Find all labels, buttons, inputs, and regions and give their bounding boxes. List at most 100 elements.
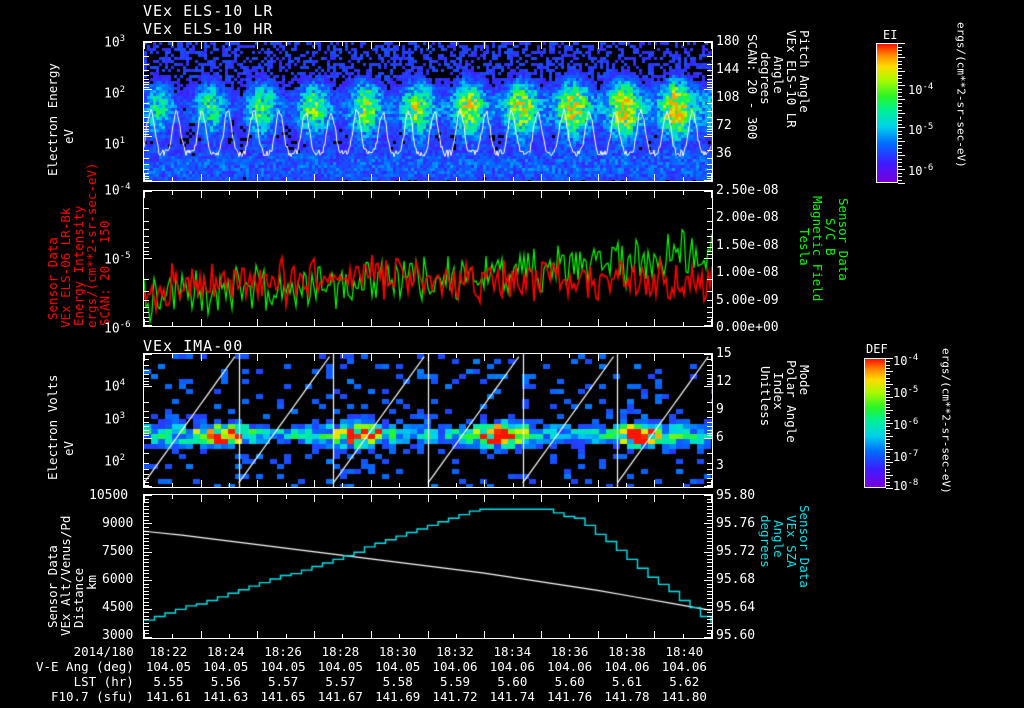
panel1-ytick2-144: 144	[716, 62, 740, 77]
panel1-right-label-sensor: VEx ELS-10 LR	[784, 30, 800, 128]
panel3-y-axis-units: eV	[61, 440, 76, 456]
panel2-ytick-1e-5: 10-5	[104, 251, 131, 268]
row-lst-cell: 5.61	[611, 674, 642, 689]
row-time-label: 2014/180	[73, 644, 134, 659]
panel1-ytick2-72: 72	[716, 118, 732, 133]
panel3-right-label-unitless: Unitless	[758, 366, 774, 427]
panel2-energy-intensity-magnetic-field[interactable]	[143, 190, 713, 327]
panel4-left-label-distance: Distance	[71, 567, 86, 628]
row-time-cell: 18:38	[608, 644, 646, 659]
panel3-ytick2-6: 6	[716, 430, 724, 445]
panel1-title-line2: VEx ELS-10 HR	[143, 20, 274, 38]
row-ve-angle-cell: 104.06	[432, 659, 478, 674]
row-f107-cell: 141.63	[203, 689, 249, 704]
panel1-ytick2-108: 108	[716, 90, 740, 105]
colorbar1-tick-1e-5: 10-5	[908, 122, 934, 137]
row-ve-angle-cell: 104.05	[203, 659, 249, 674]
row-lst-cell: 5.57	[268, 674, 299, 689]
colorbar2-differential-energy-flux[interactable]	[864, 358, 886, 488]
colorbar1-tick-1e-4: 10-4	[908, 82, 934, 97]
bottom-axis-values-table: 2014/180 18:22 18:24 18:26 18:28 18:30 18:32 18…	[0, 644, 713, 704]
row-f107-cell: 141.69	[375, 689, 421, 704]
panel4-right-label-sza: VEx SZA	[784, 515, 800, 568]
row-ve-angle-cell: 104.05	[317, 659, 363, 674]
panel1-ytick2-180: 180	[716, 34, 740, 49]
panel4-altitude-sza[interactable]	[143, 494, 713, 639]
colorbar2-tick-1e-5: 10-5	[893, 385, 919, 400]
panel1-right-label-pitch-angle: Pitch Angle	[797, 30, 813, 113]
panel4-right-label-degrees: degrees	[758, 515, 774, 568]
row-time-cell: 18:32	[436, 644, 474, 659]
panel3-ytick2-3: 3	[716, 458, 724, 473]
panel1-ytick2-36: 36	[716, 146, 732, 161]
panel4-ytick2-9580: 95.80	[716, 488, 756, 503]
row-time-cell: 18:24	[206, 644, 245, 659]
panel4-ytick2-9560: 95.60	[716, 628, 756, 643]
panel1-ytick-100: 102	[104, 85, 126, 102]
row-lst: LST (hr) 5.55 5.56 5.57 5.57 5.58 5.59 5.60 5.60…	[0, 674, 713, 689]
panel3-right-label-index: Index	[771, 372, 787, 410]
row-f107-cell: 141.78	[604, 689, 650, 704]
panel2-ytick2-0: 2.50e-08	[716, 183, 779, 198]
row-lst-cell: 5.55	[153, 674, 184, 689]
panel3-title: VEx IMA-00	[143, 337, 244, 355]
panel3-ytick-1e2: 102	[104, 453, 126, 470]
row-lst-cell: 5.59	[439, 674, 471, 689]
row-ve-angle-cell: 104.06	[604, 659, 650, 674]
panel3-right-label-mode: Mode	[797, 365, 813, 396]
panel2-ytick-1e-6: 10-6	[104, 320, 131, 337]
row-f107-cell: 141.61	[145, 689, 192, 704]
panel3-ytick-1e4: 104	[104, 378, 126, 395]
panel1-title-line1: VEx ELS-10 LR	[143, 2, 274, 20]
panel3-ytick2-12: 12	[716, 374, 732, 389]
row-time-cell: 18:40	[665, 644, 704, 659]
row-time-cell: 18:26	[264, 644, 302, 659]
colorbar2-tick-1e-6: 10-6	[893, 417, 919, 432]
colorbar2-tick-1e-7: 10-7	[893, 449, 919, 464]
row-f107-cell: 141.76	[547, 689, 593, 704]
panel2-ytick2-1: 2.00e-08	[716, 210, 779, 225]
panel2-ytick2-4: 5.00e-09	[716, 293, 779, 308]
row-time-cell: 18:22	[149, 644, 188, 659]
panel2-ytick2-5: 0.00e+00	[716, 320, 779, 335]
panel4-ytick-4500: 4500	[102, 600, 134, 615]
panel4-right-label-angle: Angle	[771, 520, 787, 558]
panel2-ytick2-3: 1.00e-08	[716, 265, 779, 280]
row-ve-angle: V-E Ang (deg) 104.05 104.05 104.05 104.05 104…	[0, 659, 713, 674]
row-time: 2014/180 18:22 18:24 18:26 18:28 18:30 18:32 18…	[0, 644, 713, 659]
row-ve-angle-cell: 104.06	[489, 659, 535, 674]
colorbar2-tick-1e-4: 10-4	[893, 353, 919, 368]
panel1-electron-energy-spectrogram[interactable]	[143, 41, 713, 182]
row-time-cell: 18:36	[550, 644, 589, 659]
panel3-y-axis-label: Electron Volts	[45, 374, 60, 480]
panel3-right-label-polar-angle: Polar Angle	[784, 360, 800, 443]
row-f107-label: F10.7 (sfu)	[50, 689, 134, 704]
colorbar1-name: EI	[883, 28, 898, 42]
row-ve-angle-cell: 104.06	[661, 659, 707, 674]
row-f107-cell: 141.80	[661, 689, 707, 704]
colorbar1-electron-intensity[interactable]	[876, 43, 898, 183]
row-time-cell: 18:30	[378, 644, 417, 659]
row-time-cell: 18:34	[493, 644, 532, 659]
panel2-right-label-sc-b: S/C B	[823, 218, 839, 256]
panel3-ion-spectrogram[interactable]	[143, 353, 713, 488]
panel2-ytick-1e-4: 10-4	[104, 182, 131, 199]
row-f107-cell: 141.74	[489, 689, 535, 704]
panel2-ytick2-2: 1.50e-08	[716, 238, 779, 253]
row-ve-angle-cell: 104.05	[145, 659, 192, 674]
panel1-right-label-degrees: degrees	[758, 52, 774, 105]
colorbar1-units: ergs/(cm**2-sr-sec-eV)	[954, 22, 968, 168]
colorbar2-tick-1e-8: 10-8	[893, 478, 919, 493]
panel4-ytick2-9564: 95.64	[716, 600, 756, 615]
panel4-ytick-10500: 10500	[89, 488, 129, 503]
panel4-ytick2-9572: 95.72	[716, 544, 756, 559]
panel4-ytick2-9568: 95.68	[716, 572, 756, 587]
row-lst-cell: 5.57	[325, 674, 356, 689]
panel4-right-label-sensor-data: Sensor Data	[797, 505, 813, 588]
panel1-ytick-1000: 103	[104, 34, 126, 51]
bottom-axis-table: 2014/180 18:22 18:24 18:26 18:28 18:30 18:32 18…	[0, 644, 760, 704]
colorbar1-tick-1e-6: 10-6	[908, 163, 934, 178]
row-f107: F10.7 (sfu) 141.61 141.63 141.65 141.67 141.6…	[0, 689, 713, 704]
panel3-ytick2-9: 9	[716, 402, 724, 417]
panel4-ytick-7500: 7500	[102, 544, 134, 559]
